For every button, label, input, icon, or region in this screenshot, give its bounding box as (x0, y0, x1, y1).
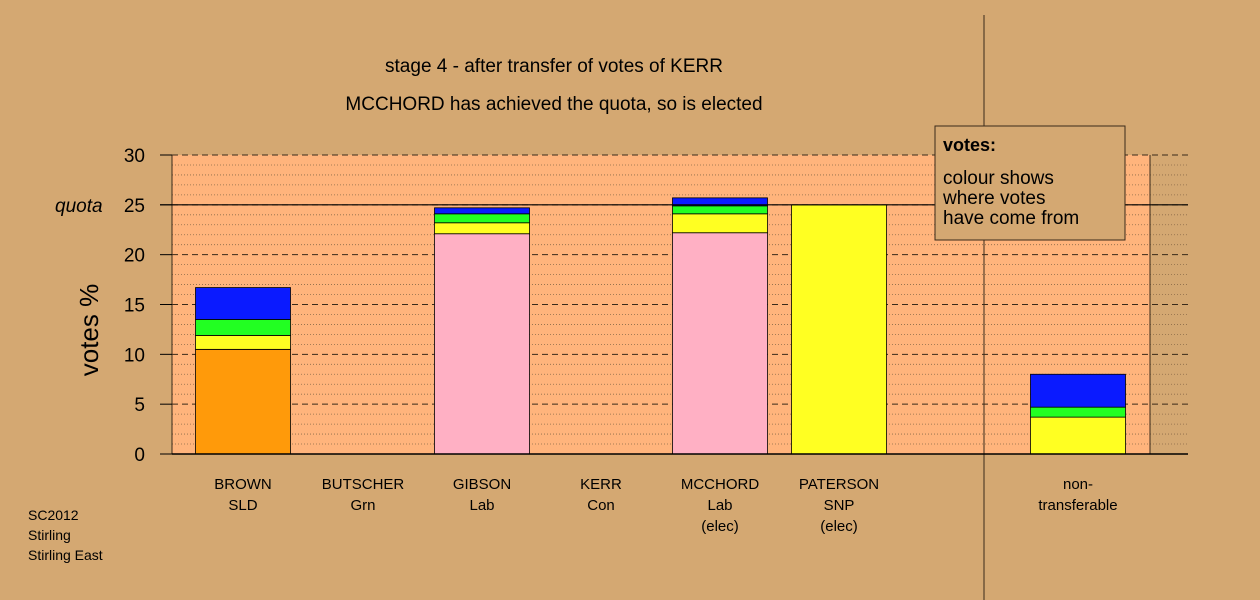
bar-segment (434, 207, 530, 215)
bar-segment (1030, 373, 1126, 408)
bar-segment (1030, 416, 1126, 455)
bar-segment (672, 213, 768, 234)
chart-subtitle: MCCHORD has achieved the quota, so is el… (345, 94, 762, 115)
legend-box (934, 125, 1126, 241)
bar-segment (672, 197, 768, 207)
category-label: SLD (228, 497, 257, 514)
category-label: Grn (350, 497, 375, 514)
bar-segment (434, 233, 530, 455)
category-label: (elec) (701, 518, 739, 535)
y-tick-label: 20 (124, 246, 145, 267)
footer-line: Stirling East (28, 547, 103, 563)
bar-segment (672, 232, 768, 455)
category-label: SNP (824, 497, 855, 514)
bar-segment (434, 213, 530, 224)
category-label: BROWN (214, 476, 272, 493)
legend-line: colour shows (943, 168, 1054, 189)
category-label: (elec) (820, 518, 858, 535)
category-label: MCCHORD (681, 476, 759, 493)
category-label: BUTSCHER (322, 476, 405, 493)
y-tick-label: 10 (124, 345, 145, 366)
bar-segment (195, 287, 291, 320)
bar-segment (195, 334, 291, 350)
footer-line: SC2012 (28, 507, 79, 523)
bar-segment (434, 222, 530, 235)
legend-line: have come from (943, 208, 1079, 229)
legend-title: votes: (943, 135, 996, 155)
bar-segment (1030, 406, 1126, 418)
y-axis-label: votes % (74, 284, 104, 377)
category-label: non- (1063, 476, 1093, 493)
category-label: Con (587, 497, 615, 514)
quota-label: quota (55, 196, 103, 217)
y-tick-label: 15 (124, 296, 145, 317)
y-tick-label: 5 (134, 395, 145, 416)
category-label: Lab (707, 497, 732, 514)
footer-line: Stirling (28, 527, 71, 543)
bar-segment (672, 205, 768, 215)
bar-segment (791, 204, 887, 455)
bar-segment (195, 348, 291, 455)
category-label: KERR (580, 476, 622, 493)
legend-line: where votes (942, 188, 1045, 209)
bar-segment (195, 319, 291, 336)
category-label: transferable (1038, 497, 1117, 514)
y-tick-label: 0 (134, 445, 145, 466)
y-tick-label: 30 (124, 146, 145, 167)
category-label: Lab (469, 497, 494, 514)
chart-title: stage 4 - after transfer of votes of KER… (385, 56, 723, 77)
category-label: PATERSON (799, 476, 879, 493)
y-tick-label: 25 (124, 196, 145, 217)
category-label: GIBSON (453, 476, 511, 493)
